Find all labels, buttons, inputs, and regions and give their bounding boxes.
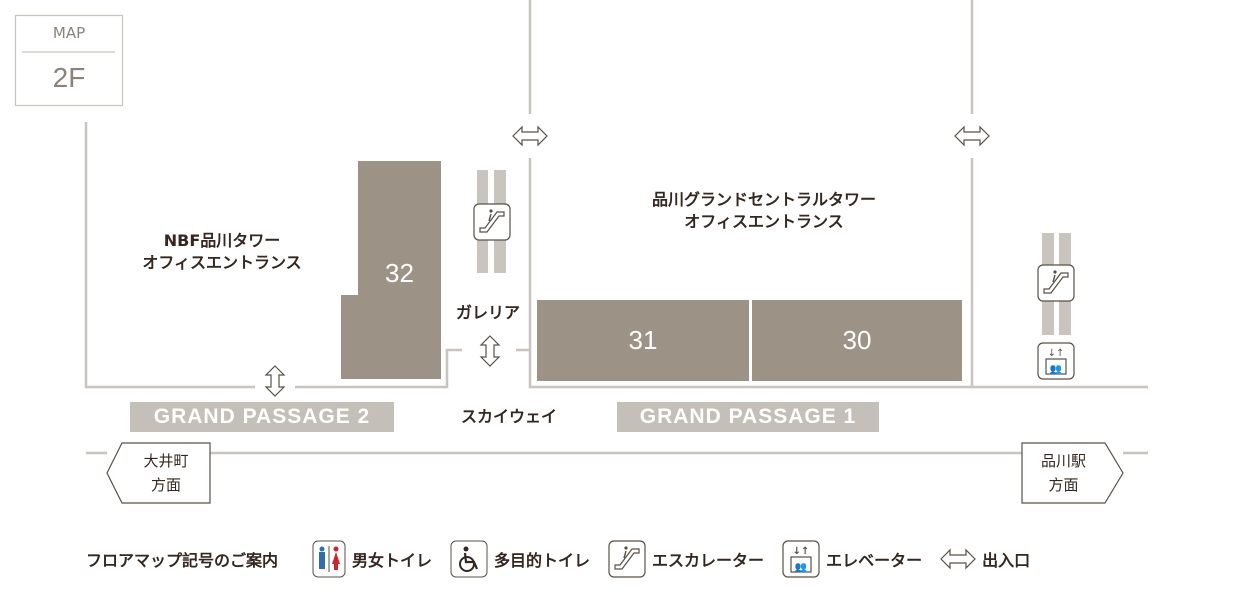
building-entrance: オフィスエントランス	[684, 212, 844, 231]
floor-badge-box	[14, 14, 124, 107]
direction-name: 大井町	[143, 452, 189, 470]
accessible-restroom-icon	[450, 540, 488, 578]
legend-item-elevator: エレベーター	[782, 540, 922, 578]
legend-label: 多目的トイレ	[494, 551, 591, 570]
legend-item-accessible: 多目的トイレ	[450, 540, 590, 578]
unit-31[interactable]: 31	[628, 325, 658, 355]
escalator-icon	[608, 540, 646, 578]
entrance-icon	[480, 335, 500, 367]
legend-label: 出入口	[982, 551, 1031, 570]
unit-30-shape	[752, 300, 962, 381]
direction-left-arrow	[106, 442, 211, 504]
legend-item-restroom: 男女トイレ	[312, 540, 432, 578]
entrance-icon	[940, 549, 976, 569]
legend-label: エスカレーター	[652, 551, 765, 570]
building-nbf: NBF品川タワー オフィスエントランス	[142, 230, 301, 274]
building-name: 品川グランドセントラルタワー	[651, 190, 877, 209]
entrance-icon	[265, 365, 285, 397]
direction-right-arrow	[1021, 442, 1124, 504]
area-galleria: ガレリア	[455, 303, 521, 322]
legend-label: 男女トイレ	[352, 551, 433, 570]
walls	[84, 0, 1148, 455]
elevator-icon	[782, 540, 820, 578]
direction-oimachi[interactable]: 大井町 方面	[122, 449, 210, 497]
elevator-icon	[1037, 342, 1075, 380]
entrance-icon	[512, 126, 548, 146]
direction-suffix: 方面	[150, 476, 181, 494]
grand-passage-1: GRAND PASSAGE 1	[617, 402, 879, 432]
map-label: MAP	[52, 24, 86, 42]
building-grand-central: 品川グランドセントラルタワー オフィスエントランス	[652, 189, 876, 233]
legend: フロアマップ記号のご案内 男女トイレ 多目的トイレ エスカレーター エレベーター…	[86, 540, 1048, 578]
unit-32-shape	[341, 161, 441, 379]
legend-item-entrance: 出入口	[940, 547, 1030, 571]
direction-suffix: 方面	[1048, 476, 1079, 494]
escalator-icon	[1037, 264, 1075, 302]
area-skyway: スカイウェイ	[460, 407, 558, 426]
unit-31-shape	[537, 300, 749, 381]
unit-32[interactable]: 32	[385, 257, 414, 288]
legend-item-escalator: エスカレーター	[608, 540, 764, 578]
escalator-icon	[473, 203, 511, 241]
grand-passage-2: GRAND PASSAGE 2	[130, 402, 394, 432]
building-entrance: オフィスエントランス	[142, 253, 302, 272]
entrance-icon	[954, 126, 990, 146]
floor-label: 2F	[52, 62, 86, 93]
direction-name: 品川駅	[1040, 452, 1086, 470]
unit-30[interactable]: 30	[842, 325, 872, 355]
direction-shinagawa[interactable]: 品川駅 方面	[1022, 449, 1105, 497]
legend-title: フロアマップ記号のご案内	[86, 551, 279, 570]
building-name: NBF品川タワー	[163, 231, 281, 250]
legend-label: エレベーター	[826, 551, 923, 570]
restroom-icon	[312, 540, 346, 578]
